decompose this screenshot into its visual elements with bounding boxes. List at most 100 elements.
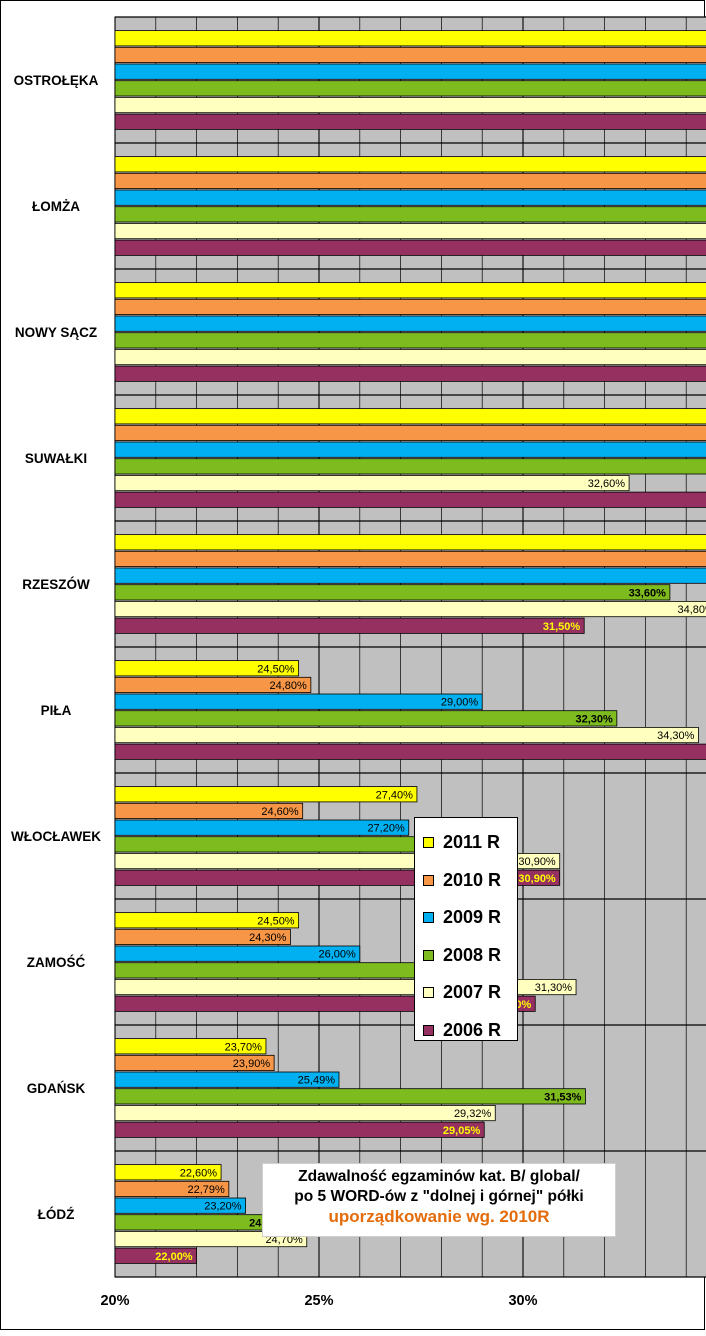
bar-2010-r-4 (114, 550, 706, 567)
legend-swatch-2010 (423, 874, 434, 886)
bar-2010-r-2 (114, 298, 706, 315)
x-tick-label: 20% (100, 1293, 129, 1309)
data-label: 34,80% (678, 604, 706, 616)
data-label: 29,00% (441, 697, 479, 709)
data-label: 29,32% (454, 1108, 492, 1120)
legend-label-2010: 2010 R (443, 869, 502, 890)
bar-2008-r-5 (114, 710, 618, 727)
category-label: SUWAŁKI (25, 451, 87, 466)
legend-swatch-2006 (423, 1024, 434, 1036)
bar-2010-r-8 (114, 1054, 275, 1072)
bar-2008-r-4 (114, 584, 671, 601)
data-label: 24,30% (249, 932, 287, 944)
bar-2007-r-9 (114, 1231, 308, 1248)
bar-2010-r-3 (114, 424, 706, 441)
bar-2008-r-2 (114, 332, 706, 349)
category-label: RZESZÓW (22, 577, 90, 592)
bar-2011-r-1 (114, 156, 706, 173)
data-label: 22,00% (155, 1251, 193, 1263)
bar-2011-r-5 (114, 660, 300, 677)
category-label: PIŁA (41, 703, 72, 718)
bar-2009-r-4 (114, 567, 706, 584)
plot-border (114, 16, 706, 1278)
bar-2009-r-3 (114, 441, 706, 458)
bar-2011-r-4 (114, 534, 706, 551)
bar-2008-r-0 (114, 80, 706, 97)
bar-2007-r-2 (114, 348, 706, 366)
category-label: ŁOMŻA (32, 199, 80, 214)
bar-2009-r-5 (114, 693, 483, 710)
bar-2006-r-8 (114, 1121, 485, 1138)
bar-2008-r-3 (114, 458, 706, 475)
data-label: 27,20% (367, 823, 405, 835)
legend-swatch-2008 (423, 949, 434, 961)
bar-2006-r-1 (114, 239, 706, 256)
bar-2011-r-6 (114, 786, 418, 803)
bar-2006-r-9 (114, 1247, 197, 1264)
data-label: 23,20% (204, 1201, 242, 1213)
bar-2008-r-8 (114, 1088, 586, 1105)
data-label: 24,70% (265, 1234, 303, 1246)
legend-swatch-2011 (423, 837, 434, 849)
data-label: 31,53% (544, 1091, 582, 1103)
category-label: ZAMOŚĆ (27, 955, 86, 970)
bar-2009-r-2 (114, 315, 706, 332)
bar-2007-r-1 (114, 222, 706, 240)
data-label: 24,50% (257, 663, 295, 675)
bar-2011-r-7 (114, 912, 300, 929)
data-label: 25,49% (298, 1075, 336, 1087)
bar-2009-r-0 (114, 63, 706, 80)
bar-2006-r-0 (114, 113, 706, 130)
bar-2010-r-6 (114, 802, 304, 819)
bar-2010-r-1 (114, 172, 706, 190)
category-label: OSTROŁĘKA (14, 73, 99, 88)
data-label: 23,70% (225, 1041, 263, 1053)
annotation-line-2: po 5 WORD-ów z "dolnej i górnej" półki (294, 1188, 584, 1205)
data-label: 34,30% (657, 730, 695, 742)
data-label: 31,50% (543, 621, 581, 633)
data-label: 24,80% (270, 680, 308, 692)
bar-2009-r-6 (114, 819, 410, 836)
data-label: 26,00% (318, 949, 356, 961)
legend-label-2006: 2006 R (443, 1019, 502, 1040)
category-label: NOWY SĄCZ (15, 325, 97, 340)
legend-label-2011: 2011 R (443, 832, 501, 853)
category-label: ŁÓDŹ (38, 1207, 75, 1222)
legend-item-2011: 2011 R (423, 824, 517, 862)
bar-2010-r-9 (114, 1180, 230, 1198)
data-label: 22,60% (180, 1167, 218, 1179)
data-label: 31,30% (535, 982, 573, 994)
bar-2006-r-2 (114, 365, 706, 382)
legend-item-2009: 2009 R (423, 899, 517, 937)
bar-2011-r-0 (114, 30, 706, 47)
legend-label-2008: 2008 R (443, 944, 502, 965)
bar-2011-r-9 (114, 1164, 222, 1181)
annotation-line-1: Zdawalność egzaminów kat. B/ global/ (298, 1168, 580, 1185)
bar-2009-r-9 (114, 1197, 246, 1214)
legend-swatch-2009 (423, 912, 434, 924)
data-label: 22,79% (188, 1184, 226, 1196)
legend-item-2007: 2007 R (423, 974, 517, 1012)
bar-2009-r-1 (114, 189, 706, 206)
legend-label-2009: 2009 R (443, 907, 502, 928)
data-label: 32,30% (576, 713, 614, 725)
data-label: 33,60% (629, 587, 667, 599)
bar-2006-r-5 (114, 743, 706, 760)
data-label: 23,90% (233, 1058, 271, 1070)
data-label: 24,60% (261, 806, 299, 818)
bar-2007-r-0 (114, 97, 706, 114)
x-tick-label: 30% (508, 1293, 537, 1309)
data-label: 24,50% (257, 915, 295, 927)
legend-label-2007: 2007 R (443, 982, 502, 1003)
bar-2009-r-7 (114, 945, 361, 962)
data-label: 30,90% (518, 856, 556, 868)
bar-2007-r-3 (114, 474, 630, 492)
data-label: 32,60% (588, 478, 626, 490)
bar-2009-r-8 (114, 1071, 340, 1088)
bar-2010-r-0 (114, 46, 706, 63)
bar-2008-r-1 (114, 206, 706, 223)
bar-2006-r-3 (114, 491, 706, 508)
bar-2011-r-8 (114, 1038, 267, 1055)
